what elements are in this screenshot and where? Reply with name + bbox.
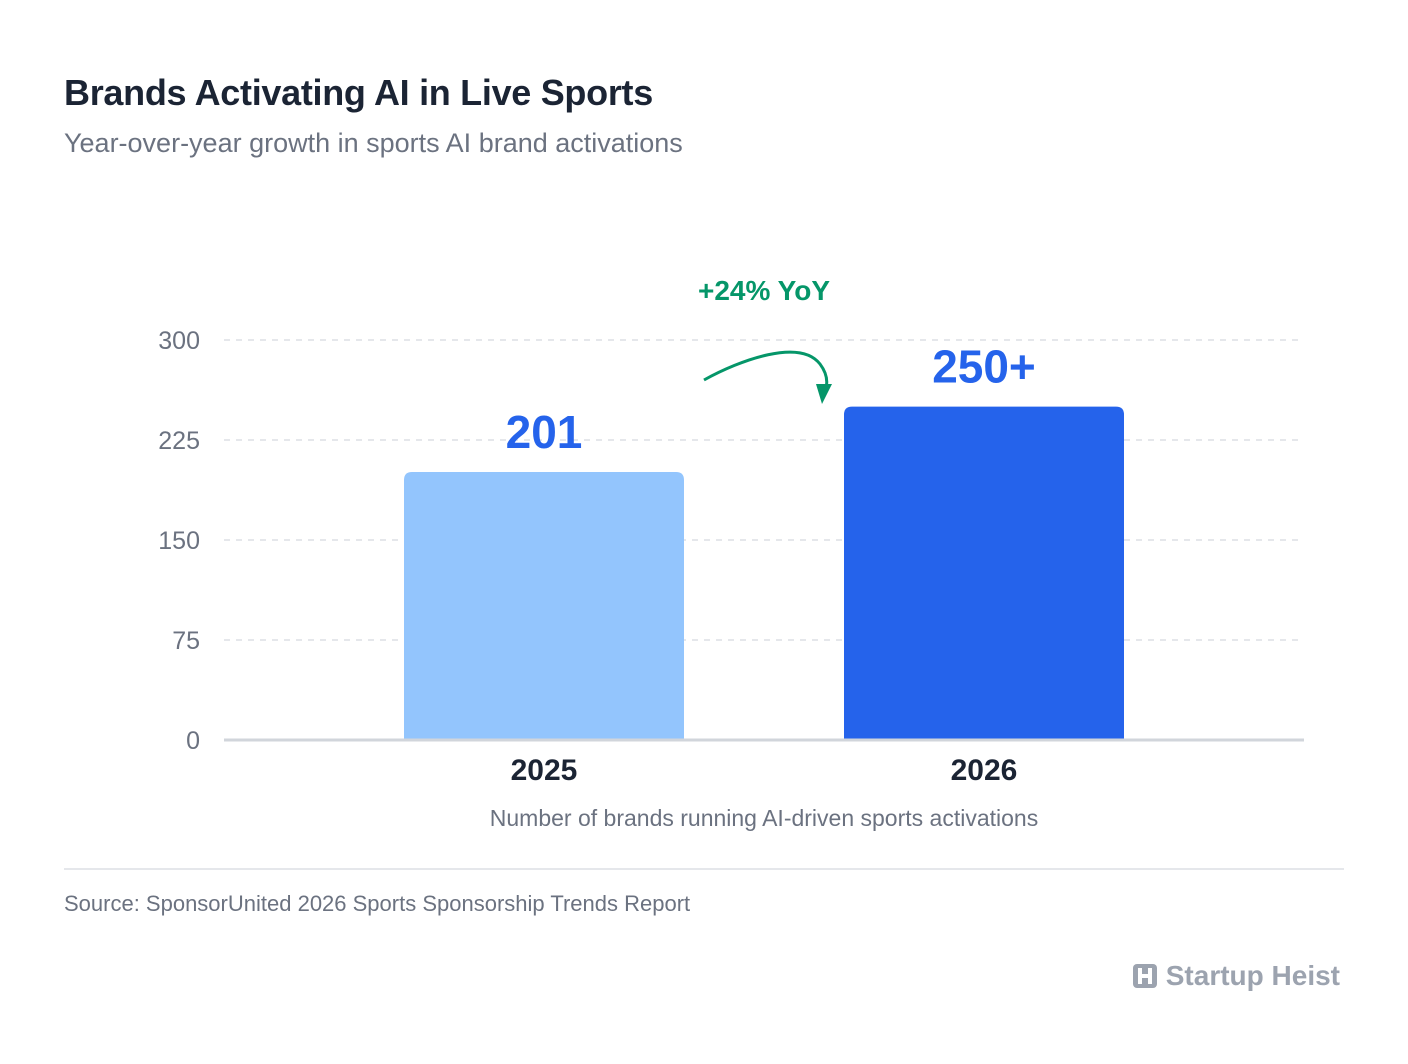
bar-2026 xyxy=(844,406,1124,740)
curved-arrow-icon xyxy=(703,350,829,389)
chart-title: Brands Activating AI in Live Sports xyxy=(64,72,653,113)
y-tick-label: 300 xyxy=(158,327,200,355)
yoy-annotation: +24% YoY xyxy=(698,275,832,404)
y-tick-label: 150 xyxy=(158,527,200,555)
brand-name: Startup Heist xyxy=(1165,960,1340,991)
y-tick-label: 0 xyxy=(186,727,200,755)
chart-subtitle: Year-over-year growth in sports AI brand… xyxy=(64,128,683,158)
y-tick-label: 225 xyxy=(158,427,200,455)
brand-logo: Startup Heist xyxy=(1132,960,1340,992)
source-note: Source: SponsorUnited 2026 Sports Sponso… xyxy=(64,891,691,916)
gridlines xyxy=(224,339,1304,641)
footer-divider xyxy=(64,868,1344,870)
x-tick-label: 2025 xyxy=(511,754,578,787)
x-axis-label: Number of brands running AI-driven sport… xyxy=(490,805,1038,831)
x-axis-ticks: 2025 2026 xyxy=(511,754,1018,787)
data-labels: 201 250+ xyxy=(506,341,1036,458)
y-tick-label: 75 xyxy=(172,627,200,655)
startup-heist-logo-icon xyxy=(1132,964,1157,988)
bar-chart: 0 75 150 225 300 2025 2026 201 250+ Number of … xyxy=(158,275,1304,831)
data-label-2026: 250+ xyxy=(932,341,1036,393)
bars xyxy=(404,406,1124,740)
bar-2025 xyxy=(404,472,684,740)
arrowhead-icon xyxy=(816,384,832,404)
data-label-2025: 201 xyxy=(506,406,583,458)
y-axis-ticks: 0 75 150 225 300 xyxy=(158,327,200,755)
yoy-annotation-text: +24% YoY xyxy=(698,275,830,306)
x-tick-label: 2026 xyxy=(951,754,1018,787)
